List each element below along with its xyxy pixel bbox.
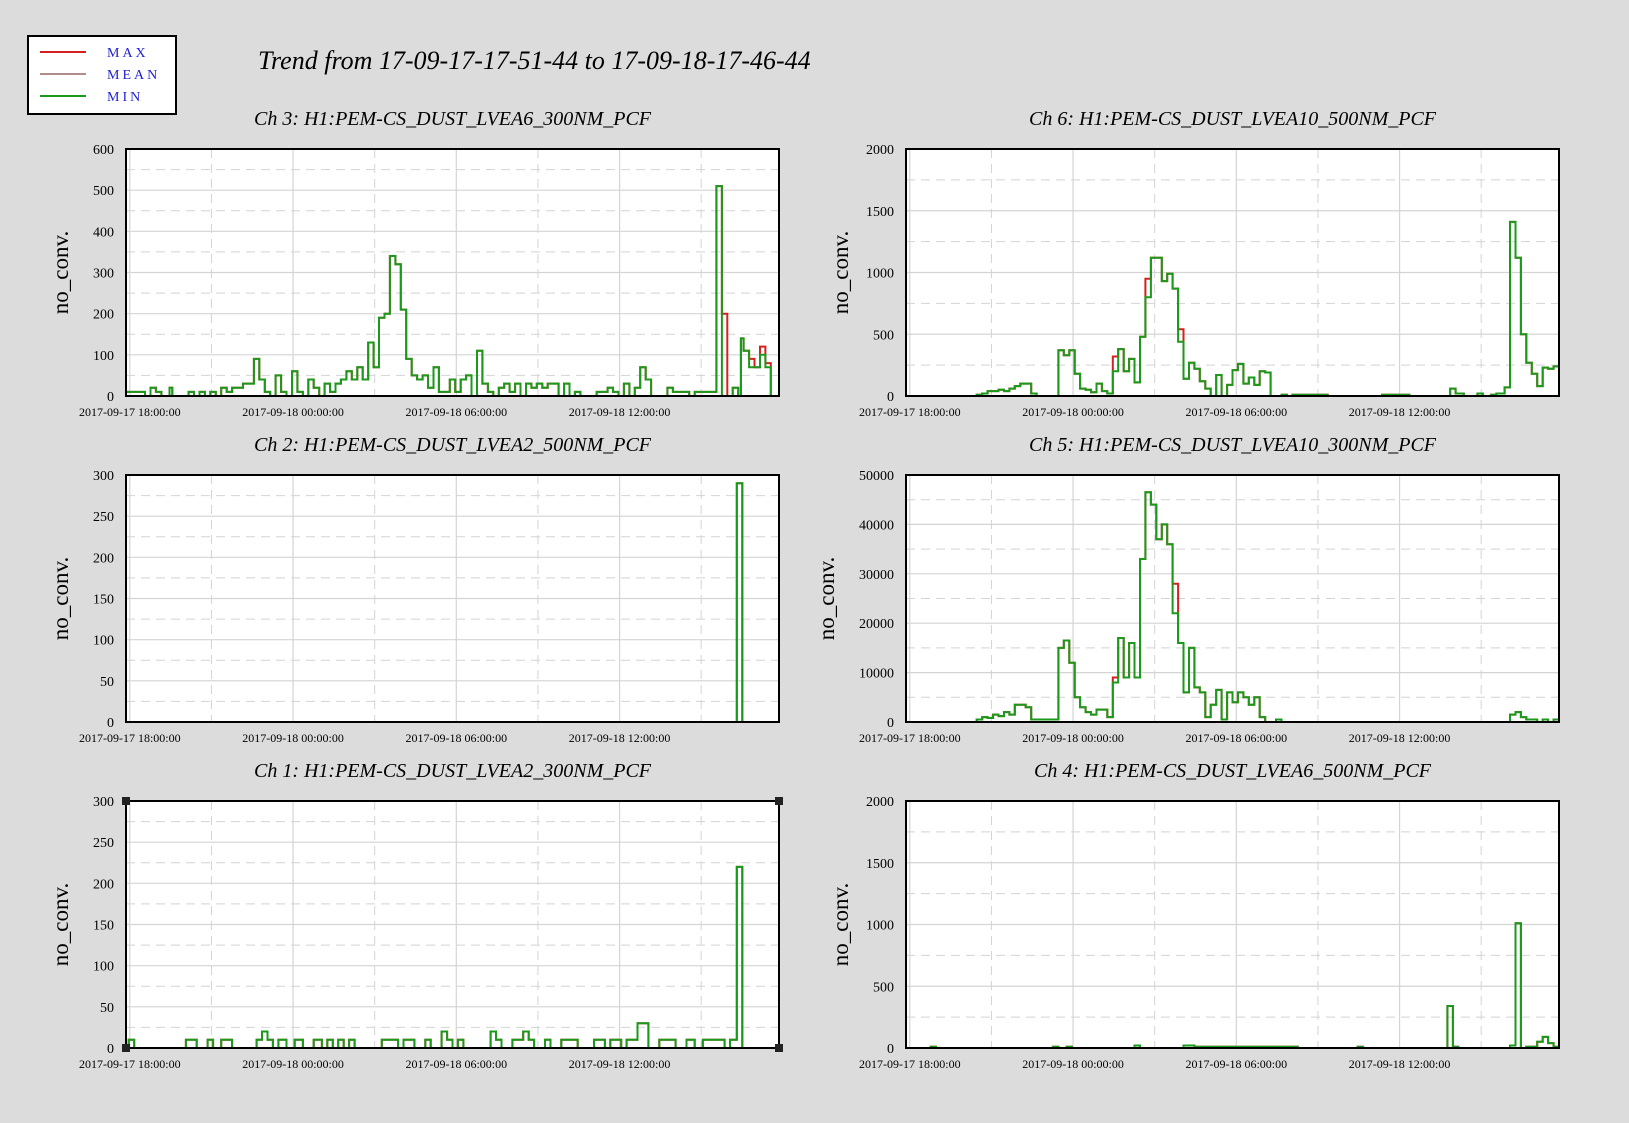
x-tick-label: 2017-09-17 18:00:00 [79, 405, 181, 419]
x-tick-label: 2017-09-17 18:00:00 [859, 731, 961, 745]
y-axis-label: no_conv. [48, 883, 73, 966]
y-tick-label: 0 [107, 716, 114, 731]
x-tick-label: 2017-09-17 18:00:00 [859, 405, 961, 419]
y-tick-label: 600 [93, 143, 114, 158]
x-tick-label: 2017-09-18 12:00:00 [1349, 731, 1451, 745]
chart-panel-1: Ch 3: H1:PEM-CS_DUST_LVEA6_300NM_PCF 0 100… [48, 108, 780, 419]
figure-title: Trend from 17-09-17-17-51-44 to 17-09-18… [258, 46, 811, 75]
y-tick-label: 0 [107, 390, 114, 405]
chart-title: Ch 3: H1:PEM-CS_DUST_LVEA6_300NM_PCF [254, 108, 652, 130]
selection-handle[interactable] [775, 797, 783, 805]
y-tick-label: 30000 [859, 568, 894, 583]
y-tick-label: 0 [887, 390, 894, 405]
x-tick-label: 2017-09-18 12:00:00 [569, 1057, 671, 1071]
chart-panel-4: Ch 5: H1:PEM-CS_DUST_LVEA10_300NM_PCF 0 10… [814, 434, 1560, 745]
x-tick-label: 2017-09-17 18:00:00 [79, 1057, 181, 1071]
x-tick-label: 2017-09-18 00:00:00 [1022, 405, 1124, 419]
y-tick-label: 10000 [859, 667, 894, 682]
y-tick-label: 1000 [866, 919, 894, 934]
y-tick-label: 20000 [859, 617, 894, 632]
plot-frame [125, 474, 780, 723]
y-tick-label: 0 [107, 1042, 114, 1057]
y-axis-label: no_conv. [48, 231, 73, 314]
y-tick-label: 300 [93, 267, 114, 282]
y-axis-label: no_conv. [814, 557, 839, 640]
y-tick-label: 300 [93, 795, 114, 810]
legend-label-mean: MEAN [107, 68, 160, 83]
x-tick-label: 2017-09-18 00:00:00 [1022, 731, 1124, 745]
y-tick-label: 1500 [866, 857, 894, 872]
y-tick-label: 50 [100, 1001, 114, 1016]
y-tick-label: 500 [873, 980, 894, 995]
selection-handle[interactable] [122, 797, 130, 805]
y-tick-label: 200 [93, 551, 114, 566]
x-tick-label: 2017-09-18 00:00:00 [242, 731, 344, 745]
plot-frame [125, 148, 780, 397]
chart-panel-5: Ch 1: H1:PEM-CS_DUST_LVEA2_300NM_PCF 0 50 1… [48, 760, 783, 1071]
chart-panel-2: Ch 6: H1:PEM-CS_DUST_LVEA10_500NM_PCF 0 50… [828, 108, 1560, 419]
y-axis-label: no_conv. [828, 883, 853, 966]
y-tick-label: 100 [93, 349, 114, 364]
x-tick-label: 2017-09-18 00:00:00 [1022, 1057, 1124, 1071]
y-tick-label: 0 [887, 1042, 894, 1057]
x-tick-label: 2017-09-18 06:00:00 [1185, 1057, 1287, 1071]
selection-handle[interactable] [775, 1044, 783, 1052]
x-tick-label: 2017-09-18 12:00:00 [1349, 405, 1451, 419]
legend-items: MAX MEAN MIN [40, 46, 160, 105]
y-tick-label: 250 [93, 510, 114, 525]
x-tick-label: 2017-09-18 12:00:00 [1349, 1057, 1451, 1071]
chart-title: Ch 6: H1:PEM-CS_DUST_LVEA10_500NM_PCF [1029, 108, 1437, 130]
y-tick-label: 1500 [866, 205, 894, 220]
y-tick-label: 500 [93, 184, 114, 199]
plot-frame [125, 800, 780, 1049]
y-tick-label: 50 [100, 675, 114, 690]
legend-label-min: MIN [107, 90, 143, 105]
y-tick-label: 0 [887, 716, 894, 731]
x-tick-label: 2017-09-17 18:00:00 [79, 731, 181, 745]
y-tick-label: 150 [93, 919, 114, 934]
x-tick-label: 2017-09-17 18:00:00 [859, 1057, 961, 1071]
y-tick-label: 40000 [859, 518, 894, 533]
y-axis-label: no_conv. [48, 557, 73, 640]
y-tick-label: 200 [93, 877, 114, 892]
chart-panel-3: Ch 2: H1:PEM-CS_DUST_LVEA2_500NM_PCF 0 50 1… [48, 434, 780, 745]
series-line-min [126, 865, 779, 1049]
chart-title: Ch 4: H1:PEM-CS_DUST_LVEA6_500NM_PCF [1034, 760, 1432, 782]
selection-handle[interactable] [122, 1044, 130, 1052]
x-tick-label: 2017-09-18 00:00:00 [242, 405, 344, 419]
x-tick-label: 2017-09-18 12:00:00 [569, 731, 671, 745]
y-tick-label: 2000 [866, 143, 894, 158]
x-tick-label: 2017-09-18 06:00:00 [1185, 731, 1287, 745]
legend-label-max: MAX [107, 46, 149, 61]
x-tick-label: 2017-09-18 06:00:00 [405, 731, 507, 745]
chart-title: Ch 1: H1:PEM-CS_DUST_LVEA2_300NM_PCF [254, 760, 652, 782]
x-tick-label: 2017-09-18 06:00:00 [405, 405, 507, 419]
y-tick-label: 200 [93, 308, 114, 323]
x-tick-label: 2017-09-18 00:00:00 [242, 1057, 344, 1071]
plot-frame [905, 800, 1560, 1049]
y-tick-label: 1000 [866, 267, 894, 282]
plot-frame [905, 474, 1560, 723]
chart-title: Ch 2: H1:PEM-CS_DUST_LVEA2_500NM_PCF [254, 434, 652, 456]
plot-frame [905, 148, 1560, 397]
y-tick-label: 50000 [859, 469, 894, 484]
y-tick-label: 2000 [866, 795, 894, 810]
y-axis-label: no_conv. [828, 231, 853, 314]
x-tick-label: 2017-09-18 06:00:00 [405, 1057, 507, 1071]
plots: Ch 3: H1:PEM-CS_DUST_LVEA6_300NM_PCF 0 100… [48, 108, 1560, 1071]
y-tick-label: 150 [93, 593, 114, 608]
x-tick-label: 2017-09-18 12:00:00 [569, 405, 671, 419]
x-tick-label: 2017-09-18 06:00:00 [1185, 405, 1287, 419]
chart-title: Ch 5: H1:PEM-CS_DUST_LVEA10_300NM_PCF [1029, 434, 1437, 456]
y-tick-label: 100 [93, 634, 114, 649]
y-tick-label: 100 [93, 960, 114, 975]
y-tick-label: 250 [93, 836, 114, 851]
chart-panel-6: Ch 4: H1:PEM-CS_DUST_LVEA6_500NM_PCF 0 500… [828, 760, 1560, 1071]
y-tick-label: 400 [93, 225, 114, 240]
y-tick-label: 500 [873, 328, 894, 343]
y-tick-label: 300 [93, 469, 114, 484]
